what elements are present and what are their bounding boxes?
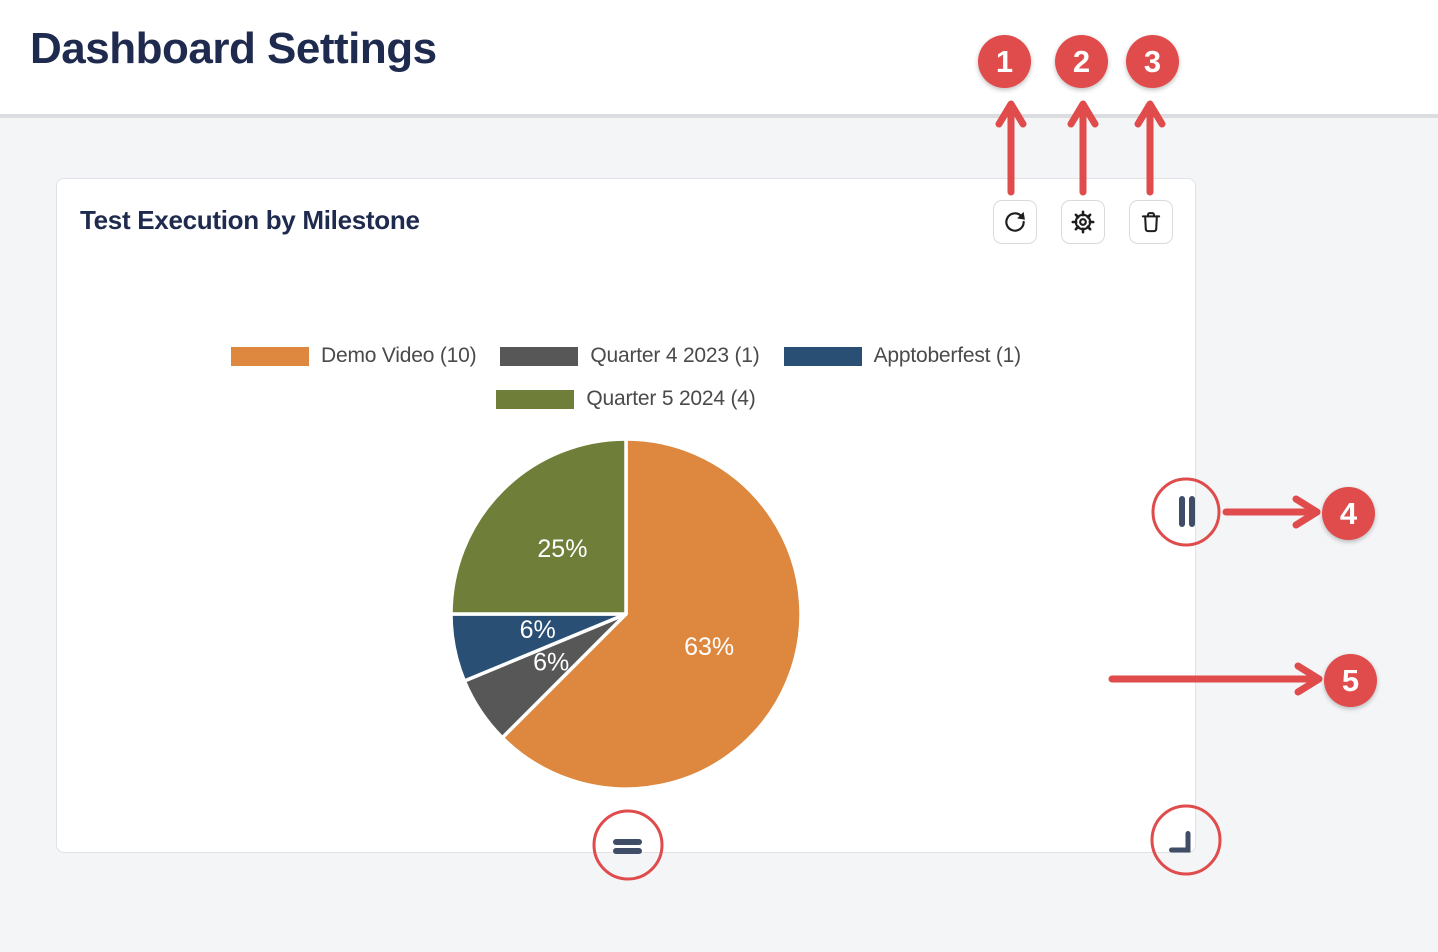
resize-width-handle[interactable] (1179, 496, 1195, 527)
pie-percent-label-quarter-4-2023: 6% (533, 649, 569, 677)
legend-item-quarter-4-2023[interactable]: Quarter 4 2023 (1) (500, 344, 760, 368)
page-title: Dashboard Settings (30, 24, 437, 73)
legend-swatch (231, 346, 310, 366)
resize-corner-icon (1169, 831, 1191, 853)
legend-item-quarter-5-2024[interactable]: Quarter 5 2024 (4) (496, 387, 756, 411)
annotation-badge-4: 4 (1322, 487, 1375, 540)
annotation-badge-2: 2 (1055, 35, 1108, 88)
legend-label: Apptoberfest (1) (873, 344, 1022, 367)
legend-swatch (500, 346, 579, 366)
gear-icon (1070, 209, 1096, 235)
drag-vertical-icon (1179, 496, 1185, 527)
drag-vertical-icon (1189, 496, 1195, 527)
widget-toolbar (993, 200, 1173, 244)
page-header: Dashboard Settings (0, 0, 1438, 114)
legend-swatch (783, 346, 862, 366)
legend-item-demo-video[interactable]: Demo Video (10) (231, 344, 477, 368)
resize-corner-handle[interactable] (1167, 829, 1192, 854)
pie-slice-demo-video[interactable] (500, 437, 803, 791)
pie-chart: 63% 6% 6% 25% (449, 437, 803, 791)
pie-percent-label-demo-video: 63% (684, 633, 734, 661)
header-divider (0, 114, 1438, 118)
widget-card: Test Execution by Milestone (56, 178, 1196, 853)
annotation-badge-1: 1 (978, 35, 1031, 88)
pie-percent-label-quarter-5-2024: 25% (537, 535, 587, 563)
delete-button[interactable] (1129, 200, 1173, 244)
legend-row-2: Quarter 5 2024 (4) (57, 387, 1195, 411)
widget-title: Test Execution by Milestone (80, 205, 420, 235)
drag-widget-handle[interactable] (613, 839, 642, 854)
drag-horizontal-icon (613, 848, 642, 854)
trash-icon (1138, 209, 1164, 235)
annotation-badge-5: 5 (1324, 654, 1377, 707)
refresh-icon (1002, 209, 1028, 235)
legend-row-1: Demo Video (10) Quarter 4 2023 (1) Apptobe… (57, 344, 1195, 368)
legend-item-apptoberfest[interactable]: Apptoberfest (1) (783, 344, 1022, 368)
pie-slice-quarter-5-2024[interactable] (449, 437, 628, 616)
settings-button[interactable] (1061, 200, 1105, 244)
legend-swatch (496, 389, 575, 409)
refresh-button[interactable] (993, 200, 1037, 244)
legend-label: Quarter 4 2023 (1) (590, 344, 760, 367)
chart-legend: Demo Video (10) Quarter 4 2023 (1) Apptobe… (57, 344, 1195, 430)
pie-chart-area: 63% 6% 6% 25% (449, 437, 803, 791)
drag-horizontal-icon (613, 839, 642, 845)
annotation-badge-3: 3 (1126, 35, 1179, 88)
legend-label: Demo Video (10) (321, 344, 477, 367)
pie-percent-label-apptoberfest: 6% (520, 616, 556, 644)
legend-label: Quarter 5 2024 (4) (586, 387, 756, 410)
